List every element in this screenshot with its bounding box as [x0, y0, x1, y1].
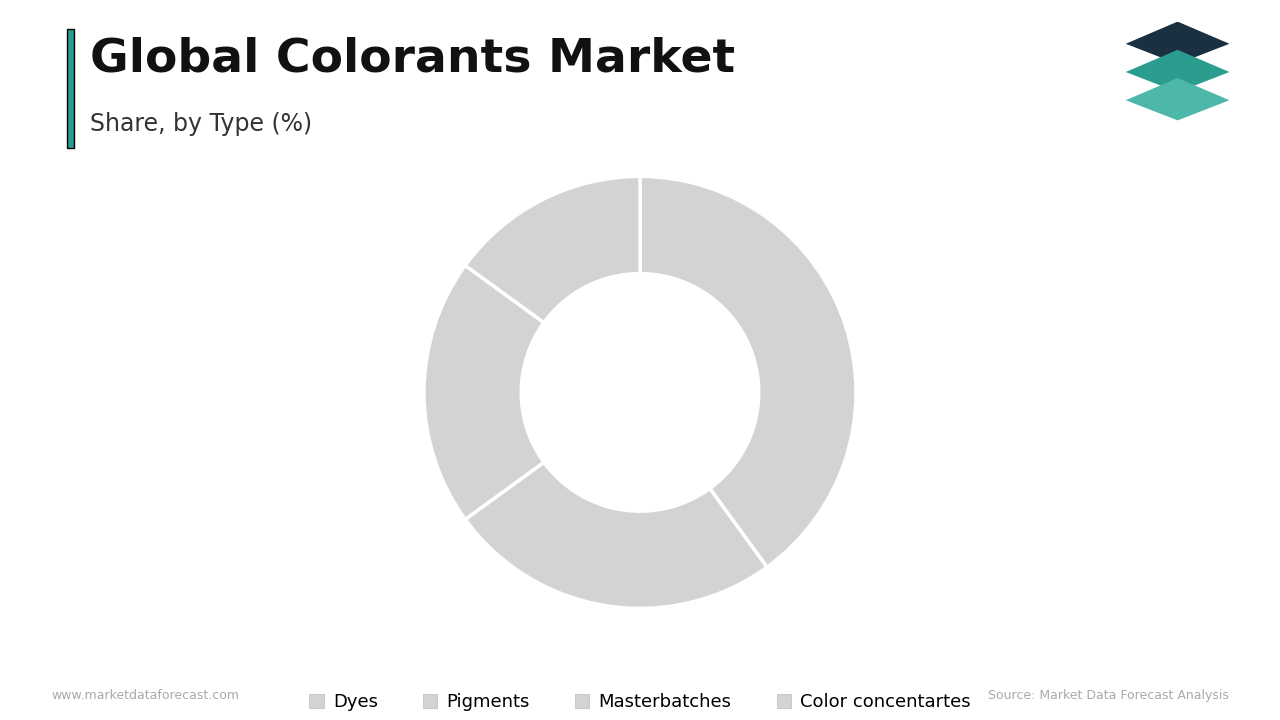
Wedge shape [424, 266, 544, 519]
Text: Share, by Type (%): Share, by Type (%) [90, 112, 312, 135]
Wedge shape [465, 462, 767, 608]
Wedge shape [640, 176, 856, 567]
Polygon shape [1126, 50, 1230, 92]
Text: Source: Market Data Forecast Analysis: Source: Market Data Forecast Analysis [988, 689, 1229, 702]
Legend: Dyes, Pigments, Masterbatches, Color concentartes: Dyes, Pigments, Masterbatches, Color con… [302, 685, 978, 718]
Polygon shape [1126, 78, 1230, 120]
Text: Global Colorants Market: Global Colorants Market [90, 36, 735, 81]
Text: www.marketdataforecast.com: www.marketdataforecast.com [51, 689, 239, 702]
Wedge shape [465, 176, 640, 323]
Polygon shape [1126, 22, 1230, 64]
